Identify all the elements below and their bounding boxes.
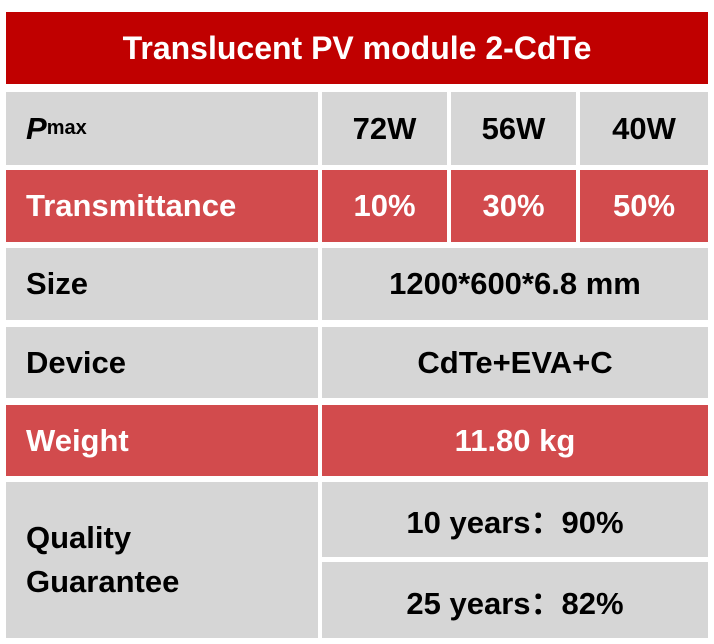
label-line: Guarantee [26, 564, 180, 599]
cell: 10% [322, 170, 447, 242]
cell: 10 years：90% [322, 482, 708, 557]
row-label: Weight [6, 405, 318, 476]
subscript: max [46, 117, 87, 139]
label-line: Quality [26, 520, 132, 555]
cell: 56W [451, 92, 576, 165]
row-label: Size [6, 248, 318, 320]
cell: 40W [580, 92, 708, 165]
cell: 72W [322, 92, 447, 165]
row-label: Quality Guarantee [6, 482, 318, 638]
cell: 11.80 kg [322, 405, 708, 476]
row-label: Device [6, 327, 318, 398]
cell: 25 years：82% [322, 562, 708, 638]
cell: 30% [451, 170, 576, 242]
row-label: Transmittance [6, 170, 318, 242]
cell: 1200*600*6.8 mm [322, 248, 708, 320]
cell: CdTe+EVA+C [322, 327, 708, 398]
cell: 50% [580, 170, 708, 242]
symbol: P [26, 110, 47, 146]
title: Translucent PV module 2-CdTe [6, 12, 708, 84]
